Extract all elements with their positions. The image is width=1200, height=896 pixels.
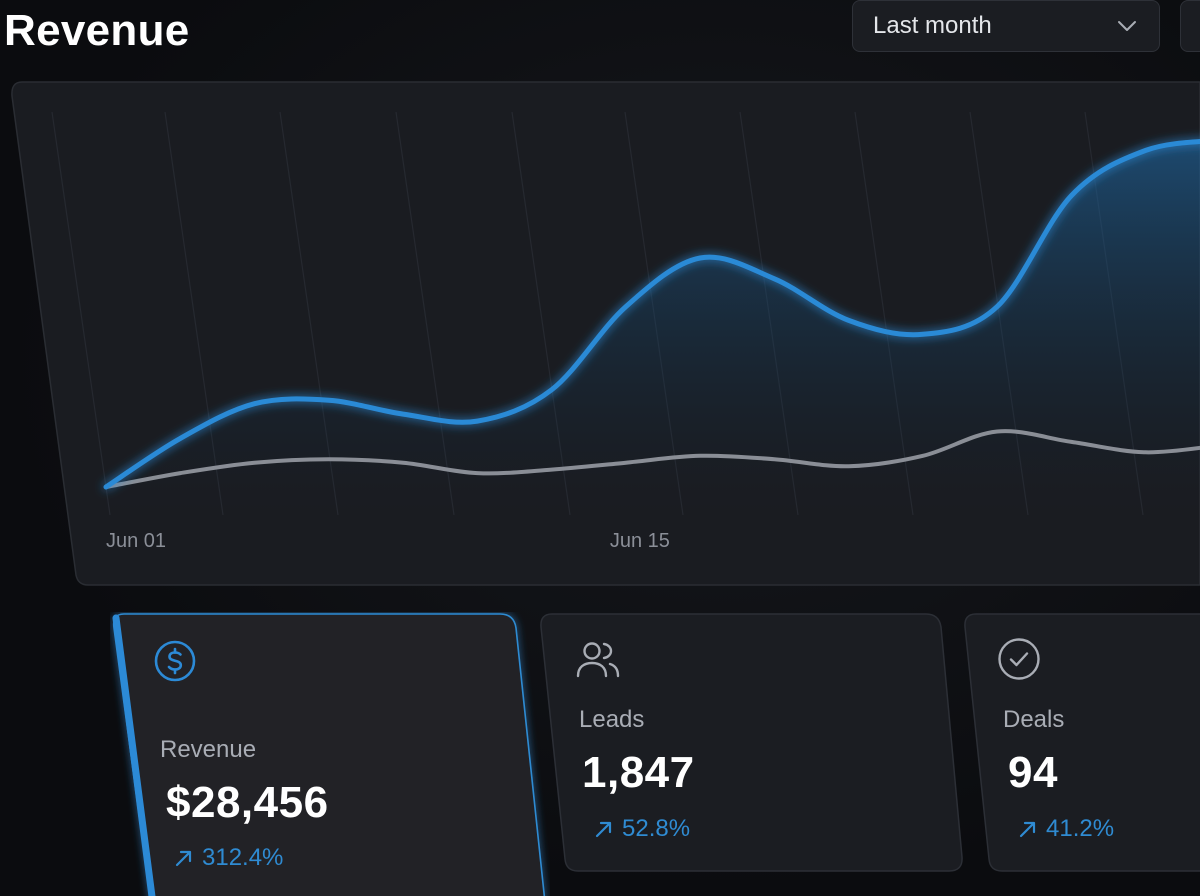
gridline [51,111,111,516]
stat-card-deals[interactable]: Deals 94 41.2% [962,612,1200,896]
dollar-circle-icon [152,638,198,689]
arrow-up-right-icon [175,850,192,867]
card-value: $28,456 [166,778,329,827]
chart-marks [103,138,1200,515]
arrow-up-right-icon [1019,821,1036,838]
card-label: Revenue [160,736,257,763]
card-change: 41.2% [1018,815,1114,843]
check-circle-icon [996,636,1042,687]
chevron-down-icon [1117,20,1137,32]
card-value: 1,847 [582,748,695,797]
card-background [540,613,963,872]
x-tick-label: Jun 01 [106,530,167,552]
card-value: 94 [1008,748,1058,797]
toolbar-button[interactable] [1180,0,1200,52]
card-change: 52.8% [594,815,690,843]
card-background [112,613,546,896]
stat-card-leads[interactable]: Leads 1,847 52.8% [538,612,968,896]
card-label: Leads [579,706,645,733]
chart-svg [11,81,1200,586]
series-line-current [103,138,1200,490]
users-icon [574,636,622,687]
x-tick-label: Jun 15 [609,530,670,552]
period-select[interactable]: Last month [852,0,1160,52]
series-line-previous [104,429,1200,489]
card-label: Deals [1003,706,1065,733]
card-change-value: 312.4% [202,844,284,871]
page-title: Revenue [4,6,190,55]
card-change: 312.4% [174,844,283,872]
arrow-up-right-icon [595,821,612,838]
series-area-current [106,141,1200,515]
revenue-chart: Jun 01 Jun 15 [11,81,1200,586]
card-change-value: 52.8% [622,815,691,842]
period-select-value: Last month [873,12,992,39]
stat-card-revenue[interactable]: Revenue $28,456 312.4% [110,612,550,896]
card-change-value: 41.2% [1046,815,1115,842]
